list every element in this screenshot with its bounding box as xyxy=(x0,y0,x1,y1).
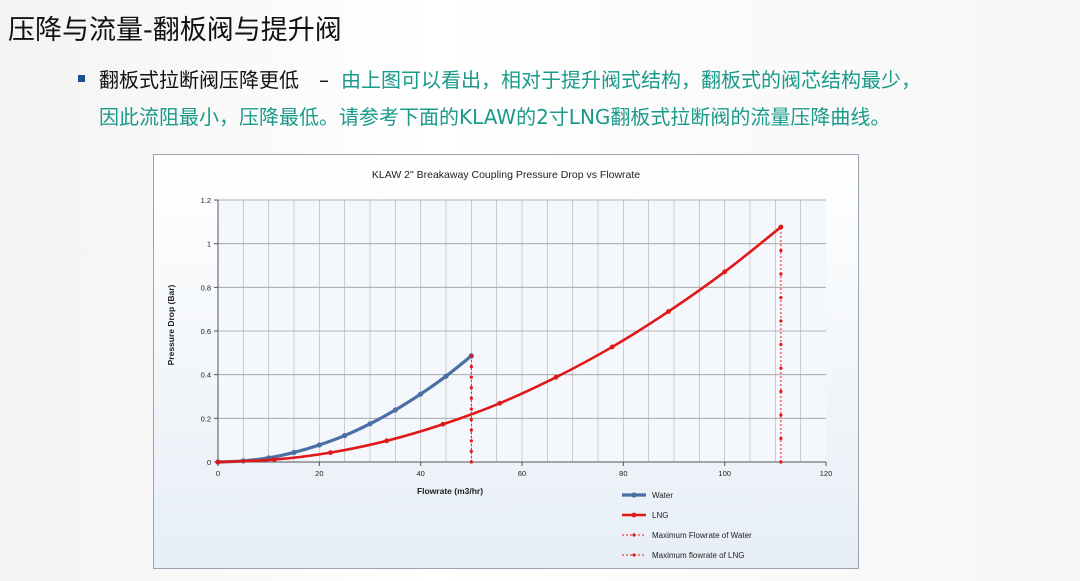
series-1 xyxy=(215,224,784,465)
legend-label: Maximum flowrate of LNG xyxy=(652,551,744,560)
series-0 xyxy=(215,353,474,465)
legend-marker xyxy=(631,492,637,498)
data-point xyxy=(497,400,503,406)
data-point xyxy=(328,450,333,456)
slide-title: 压降与流量-翻板阀与提升阀 xyxy=(8,15,342,46)
data-point xyxy=(384,438,390,444)
data-point xyxy=(443,373,449,379)
data-point xyxy=(779,413,783,417)
x-tick-label: 120 xyxy=(820,469,833,478)
data-point xyxy=(722,269,728,275)
series-3 xyxy=(779,225,783,464)
y-tick-label: 0.8 xyxy=(201,283,211,292)
legend-label: Maximum Flowrate of Water xyxy=(652,531,752,540)
data-point xyxy=(342,432,348,439)
data-point xyxy=(666,309,671,314)
legend-marker xyxy=(632,533,636,537)
legend-marker xyxy=(632,553,636,557)
axes xyxy=(214,199,827,466)
data-point xyxy=(469,418,473,422)
x-tick-label: 20 xyxy=(315,469,323,478)
data-point xyxy=(291,449,297,455)
x-axis-label: Flowrate (m3/hr) xyxy=(417,486,483,496)
bullet-heading: 翻板式拉断阀压降更低 xyxy=(99,68,299,92)
data-point xyxy=(469,396,473,400)
x-tick-label: 80 xyxy=(619,469,627,478)
data-point xyxy=(553,374,559,380)
y-tick-label: 0.4 xyxy=(201,371,211,380)
bullet-body-line-2: 因此流阻最小，压降最低。请参考下面的KLAW的2寸LNG翻板式拉断阀的流量压降曲… xyxy=(99,105,891,129)
bullet-square-icon xyxy=(78,75,85,82)
x-tick-label: 40 xyxy=(416,469,424,478)
data-point xyxy=(469,407,473,411)
y-axis-label: Pressure Drop (Bar) xyxy=(166,284,176,365)
y-tick-label: 1.2 xyxy=(201,196,211,205)
data-point xyxy=(469,460,473,464)
data-point xyxy=(367,421,373,427)
data-point xyxy=(392,407,398,413)
bullet-point: 翻板式拉断阀压降更低 – 由上图可以看出，相对于提升阀式结构，翻板式的阀芯结构最少，… xyxy=(78,62,1068,136)
bullet-dash: – xyxy=(319,68,329,92)
data-point xyxy=(779,366,783,370)
data-point xyxy=(215,459,221,465)
data-point xyxy=(469,386,473,390)
y-tick-label: 0 xyxy=(207,458,211,467)
series-layer xyxy=(215,224,784,465)
data-point xyxy=(779,225,783,229)
data-point xyxy=(469,354,473,358)
x-tick-label: 0 xyxy=(216,469,220,478)
data-point xyxy=(469,428,473,432)
data-point xyxy=(469,364,473,369)
x-tick-label: 100 xyxy=(718,469,731,478)
y-tick-label: 1 xyxy=(207,240,211,249)
series-2 xyxy=(469,354,473,464)
bullet-body-line-1: 由上图可以看出，相对于提升阀式结构，翻板式的阀芯结构最少， xyxy=(341,68,921,92)
data-point xyxy=(469,449,473,453)
chart-frame: KLAW 2" Breakaway Coupling Pressure Drop… xyxy=(153,154,859,569)
legend-label: LNG xyxy=(652,511,668,520)
data-point xyxy=(779,319,783,323)
legend: Water LNG Maximum Flowrate of Water Maximum… xyxy=(622,491,752,560)
chart-title: KLAW 2" Breakaway Coupling Pressure Drop… xyxy=(372,169,640,181)
data-point xyxy=(779,249,783,253)
y-tick-label: 0.6 xyxy=(201,327,211,336)
chart-svg: KLAW 2" Breakaway Coupling Pressure Drop… xyxy=(166,169,833,560)
data-point xyxy=(779,272,783,276)
data-point xyxy=(271,457,277,462)
gridlines xyxy=(218,199,826,462)
tick-labels: 0 20 40 60 80 100 120 0 0.2 0.4 0.6 0.8 1 1.2 xyxy=(201,196,833,478)
y-tick-label: 0.2 xyxy=(201,414,211,423)
data-point xyxy=(779,389,783,394)
legend-marker xyxy=(631,512,637,518)
data-point xyxy=(316,442,322,448)
data-point xyxy=(469,375,473,379)
data-point xyxy=(469,439,473,443)
legend-label: Water xyxy=(652,491,673,500)
data-point xyxy=(440,421,446,427)
data-point xyxy=(779,295,783,300)
data-point xyxy=(779,436,783,441)
data-point xyxy=(609,344,615,350)
series-line xyxy=(217,226,782,464)
data-point xyxy=(779,342,783,347)
data-point xyxy=(418,391,424,397)
data-point xyxy=(779,460,783,464)
x-tick-label: 60 xyxy=(518,469,526,478)
